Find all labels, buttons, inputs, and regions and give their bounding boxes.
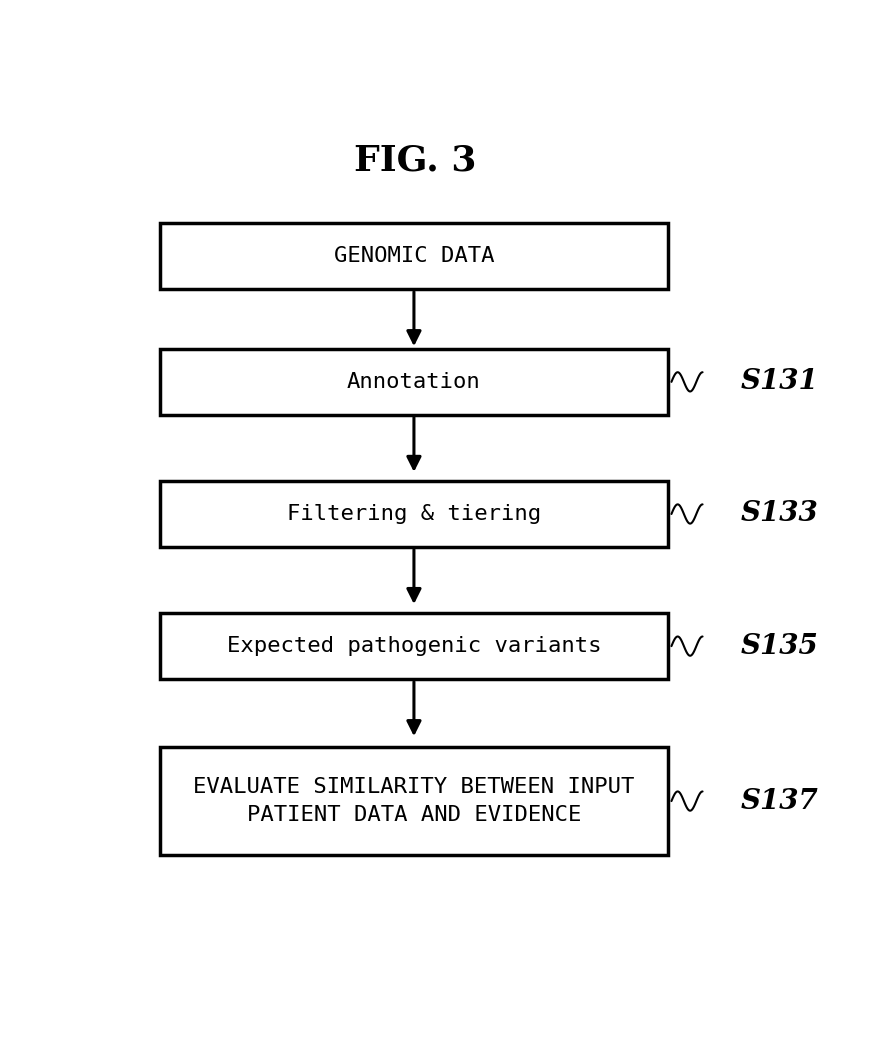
Text: Expected pathogenic variants: Expected pathogenic variants bbox=[227, 636, 601, 656]
Text: S133: S133 bbox=[740, 500, 818, 527]
Text: S137: S137 bbox=[740, 787, 818, 814]
Text: EVALUATE SIMILARITY BETWEEN INPUT
PATIENT DATA AND EVIDENCE: EVALUATE SIMILARITY BETWEEN INPUT PATIEN… bbox=[194, 777, 634, 825]
Text: S131: S131 bbox=[740, 368, 818, 395]
Text: S135: S135 bbox=[740, 632, 818, 659]
FancyBboxPatch shape bbox=[160, 224, 668, 289]
FancyBboxPatch shape bbox=[160, 482, 668, 547]
FancyBboxPatch shape bbox=[160, 349, 668, 415]
Text: FIG. 3: FIG. 3 bbox=[354, 144, 477, 178]
Text: GENOMIC DATA: GENOMIC DATA bbox=[334, 246, 494, 266]
FancyBboxPatch shape bbox=[160, 614, 668, 679]
Text: Annotation: Annotation bbox=[347, 372, 481, 392]
FancyBboxPatch shape bbox=[160, 747, 668, 855]
Text: Filtering & tiering: Filtering & tiering bbox=[287, 504, 541, 524]
